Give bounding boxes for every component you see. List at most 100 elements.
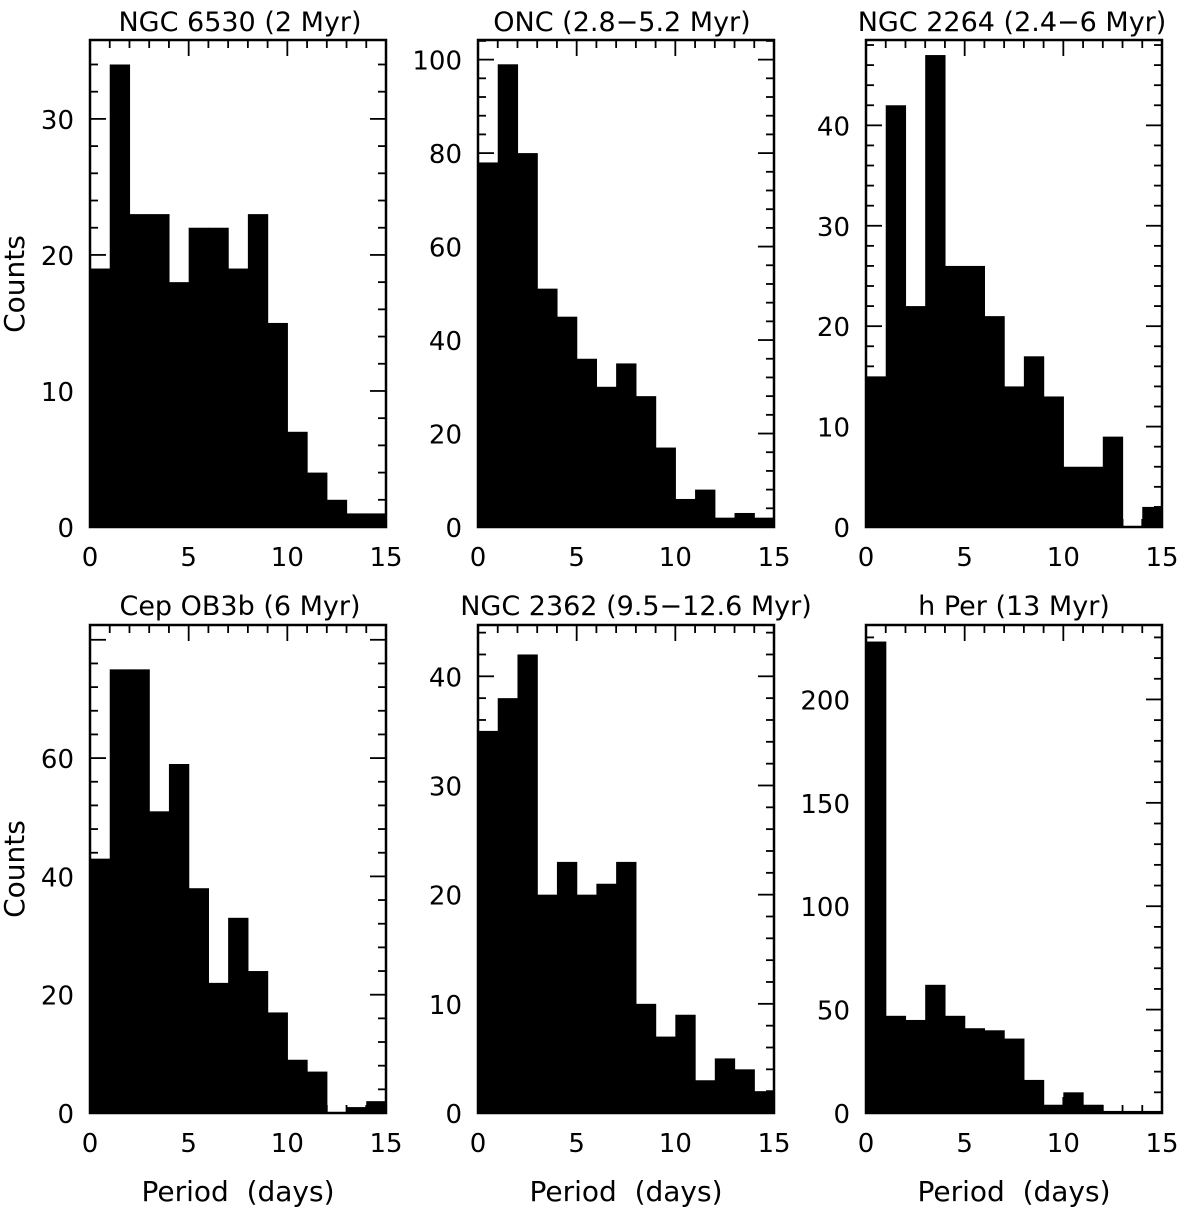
plot-frame (88, 38, 388, 529)
y-tick-label: 20 (41, 242, 74, 272)
histogram-bars (866, 55, 1163, 528)
y-axis-label-top: Counts (0, 235, 31, 333)
histogram-bar (734, 1069, 755, 1113)
x-tick-label: 0 (82, 543, 99, 573)
histogram-bar (1004, 386, 1025, 527)
panel-title: NGC 2264 (2.4−6 Myr) (858, 7, 1167, 38)
y-tick-label: 10 (41, 378, 74, 408)
histogram-bar (366, 1101, 387, 1113)
panel-title: Cep OB3b (6 Myr) (119, 591, 360, 622)
y-tick-labels: 0 10 20 30 40 (817, 112, 850, 544)
histogram-bar (576, 358, 597, 527)
x-tick-label: 10 (1047, 543, 1080, 573)
histogram-bar (675, 1014, 696, 1113)
histogram-bar (754, 517, 775, 527)
y-tick-label: 30 (817, 213, 850, 243)
y-tick-label: 0 (57, 514, 74, 544)
histogram-bar (1023, 356, 1045, 527)
histogram-bar (655, 447, 676, 527)
y-tick-label: 0 (833, 1100, 850, 1130)
plot-frame (864, 623, 1164, 1115)
histogram-bar (885, 1015, 907, 1113)
histogram-bar (497, 64, 519, 528)
y-tick-label: 20 (41, 982, 74, 1012)
y-tick-label: 60 (429, 234, 462, 264)
histogram-bar (478, 162, 499, 527)
histogram-bar (307, 1071, 328, 1113)
histogram-bar (905, 1019, 926, 1113)
histogram-bar (556, 861, 578, 1113)
x-axis-label-center: Period (days) (529, 1175, 722, 1208)
x-tick-label: 15 (1145, 543, 1178, 573)
plot-frame (88, 623, 388, 1115)
histogram-bar (537, 288, 558, 527)
histogram-bar (267, 322, 288, 527)
histogram-bar (1043, 396, 1064, 527)
histogram-bar (188, 888, 209, 1113)
histogram-bar (714, 1058, 736, 1113)
histogram-bar (109, 669, 131, 1113)
histogram-bar (366, 513, 387, 527)
histogram-bar (1102, 436, 1124, 527)
histogram-bar (616, 363, 637, 527)
histogram-bar (1023, 1079, 1045, 1113)
x-tick-label: 10 (659, 1129, 692, 1159)
histogram-bar (109, 64, 131, 528)
panel-title: ONC (2.8−5.2 Myr) (493, 7, 750, 38)
histogram-bar (984, 316, 1005, 527)
histogram-bar (228, 917, 249, 1113)
x-tick-labels: 0 5 10 15 (82, 543, 403, 573)
histogram-bar (616, 861, 637, 1113)
histogram-bar (1004, 1038, 1025, 1113)
histogram-bar (695, 489, 716, 527)
histogram-bar (497, 698, 519, 1113)
x-tick-labels: 0 5 10 15 (470, 1129, 791, 1159)
y-tick-label: 20 (429, 421, 462, 451)
histogram-bar (537, 894, 558, 1113)
y-axis-label-bottom: Counts (0, 820, 31, 918)
y-tick-label: 20 (429, 882, 462, 912)
y-tick-label: 0 (57, 1100, 74, 1130)
histogram-bar (149, 214, 170, 527)
y-tick-label: 0 (833, 514, 850, 544)
histogram-bar (556, 316, 578, 527)
histogram-bar (168, 764, 190, 1113)
plot-frame (476, 38, 776, 529)
y-tick-labels: 0 50 100 150 200 (800, 686, 850, 1130)
histogram-bar (675, 498, 696, 527)
histogram-bar (695, 1080, 716, 1113)
panel-title: NGC 6530 (2 Myr) (118, 7, 361, 38)
y-tick-label: 0 (445, 1100, 462, 1130)
histogram-bar (1063, 466, 1084, 527)
histogram-bar (1083, 466, 1104, 527)
x-tick-label: 10 (659, 543, 692, 573)
y-tick-label: 10 (429, 991, 462, 1021)
x-tick-label: 15 (369, 1129, 402, 1159)
histogram-bar (734, 512, 755, 527)
histogram-bar (287, 1059, 308, 1113)
x-tick-label: 10 (1047, 1129, 1080, 1159)
x-tick-label: 0 (82, 1129, 99, 1159)
x-tick-label: 0 (470, 543, 487, 573)
histogram-bar (925, 55, 946, 528)
panel-ngc2362: NGC 2362 (9.5−12.6 Myr) 0 5 10 15 0 10 20 30 40 (429, 591, 812, 1159)
tick-marks (477, 625, 775, 1114)
histogram-bar (905, 306, 926, 527)
panel-h-per: h Per (13 Myr) 0 5 10 15 0 50 100 150 200 (800, 591, 1178, 1159)
x-tick-label: 15 (1145, 1129, 1178, 1159)
x-tick-label: 15 (369, 543, 402, 573)
histogram-bar (307, 472, 328, 527)
histogram-bar (129, 214, 150, 527)
y-tick-label: 200 (800, 686, 850, 716)
histogram-bar (247, 971, 269, 1113)
y-tick-label: 40 (41, 863, 74, 893)
histogram-bar (885, 105, 907, 528)
x-tick-label: 15 (757, 1129, 790, 1159)
histogram-bar (964, 1028, 985, 1113)
x-tick-label: 10 (271, 543, 304, 573)
histogram-bars (866, 641, 1163, 1113)
y-tick-label: 40 (429, 663, 462, 693)
histogram-bar (478, 730, 499, 1113)
histogram-bar (596, 386, 617, 527)
